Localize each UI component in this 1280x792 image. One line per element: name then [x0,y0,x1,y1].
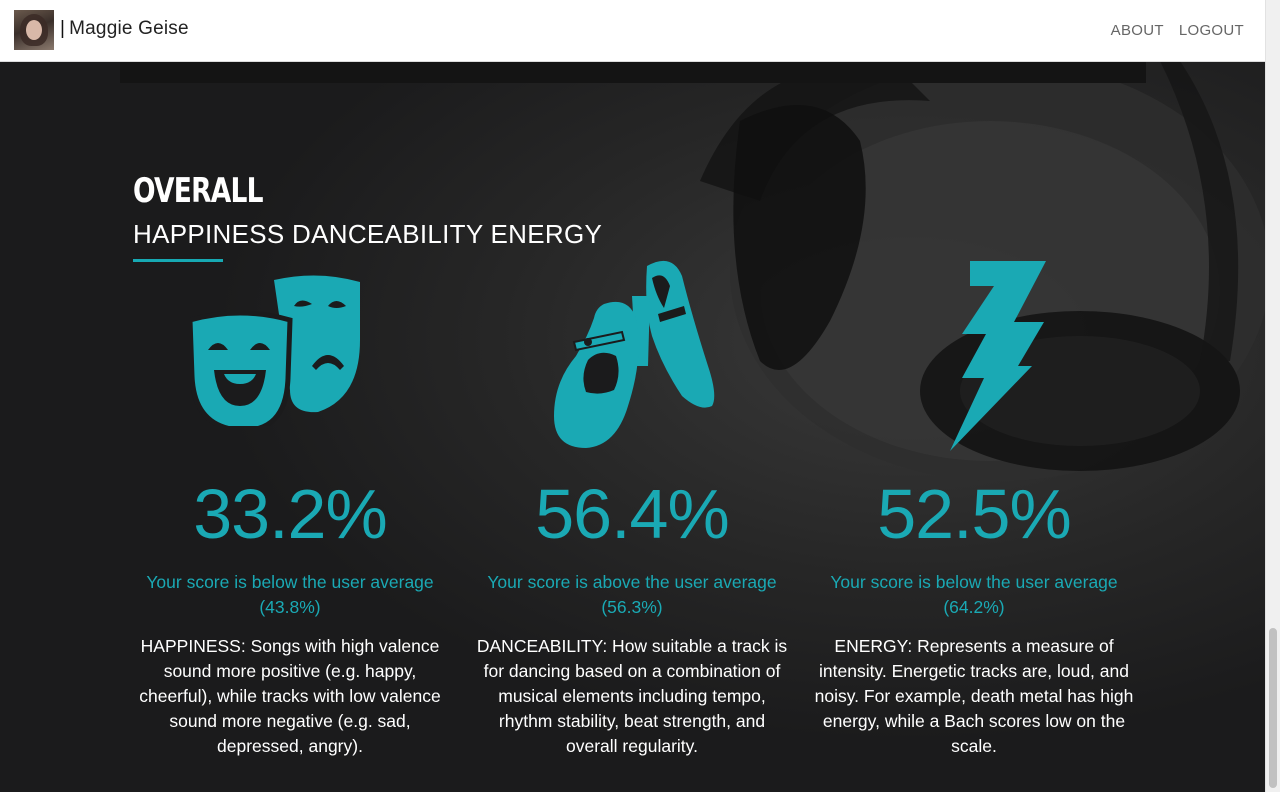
heading-underline [133,259,223,262]
brand-separator: | [60,18,66,39]
happiness-user-average: (43.8%) [259,597,321,617]
lightning-bolt-icon [950,261,1046,451]
section-title: OVERALL [133,171,264,211]
page-scrollbar[interactable] [1265,0,1280,792]
danceability-comparison: Your score is above the user average (56… [462,570,802,620]
energy-description: ENERGY: Represents a measure of intensit… [814,636,1134,756]
dance-shoes-icon [554,260,715,448]
energy-user-average: (64.2%) [943,597,1005,617]
danceability-score: 56.4% [535,475,729,553]
danceability-stat: 56.4% Your score is above the user avera… [462,260,802,756]
top-content-strip [120,61,1146,83]
avatar[interactable] [14,10,54,50]
energy-score: 52.5% [877,475,1071,553]
happiness-score: 33.2% [193,475,387,553]
happiness-comparison-text: Your score is below the user average [146,572,434,592]
logout-link[interactable]: LOGOUT [1178,22,1244,39]
about-link[interactable]: ABOUT [1110,22,1164,39]
top-navbar: | Maggie Geise ABOUT LOGOUT [0,0,1266,62]
danceability-comparison-text: Your score is above the user average [487,572,777,592]
nav-links: ABOUT LOGOUT [1111,22,1244,39]
danceability-user-average: (56.3%) [601,597,663,617]
theater-masks-icon [190,275,360,426]
user-name-brand[interactable]: | Maggie Geise [60,18,189,40]
section-subtitle: HAPPINESS DANCEABILITY ENERGY [133,219,603,249]
energy-stat: 52.5% Your score is below the user avera… [804,261,1144,756]
happiness-comparison: Your score is below the user average (43… [120,570,460,620]
happiness-stat: 33.2% Your score is below the user avera… [120,266,460,756]
scrollbar-thumb[interactable] [1269,628,1277,788]
danceability-description: DANCEABILITY: How suitable a track is fo… [476,636,788,756]
avatar-face [26,20,42,40]
user-name: Maggie Geise [69,18,189,39]
energy-comparison-text: Your score is below the user average [830,572,1118,592]
happiness-description: HAPPINESS: Songs with high valence sound… [139,636,441,756]
overall-section: OVERALL HAPPINESS DANCEABILITY ENERGY 33… [0,61,1266,792]
energy-comparison: Your score is below the user average (64… [804,570,1144,620]
